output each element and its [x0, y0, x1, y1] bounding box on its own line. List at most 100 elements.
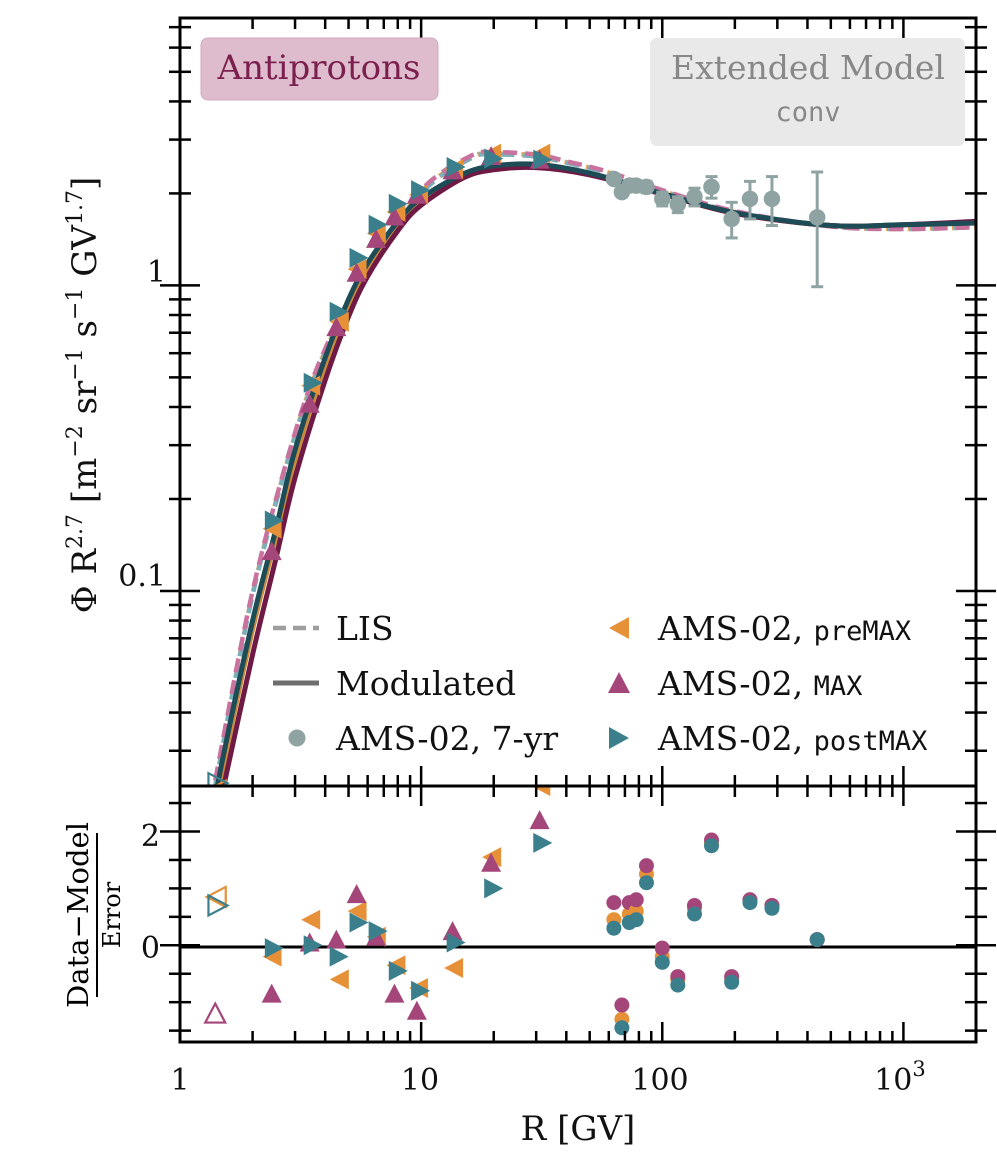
data-point-postmax — [207, 771, 230, 786]
data-point-7yr — [741, 190, 759, 208]
legend-postmax-marker — [609, 727, 629, 749]
legend-max-label: AMS-02, MAX — [657, 664, 862, 703]
residual-point-7yr-postmax — [686, 906, 702, 922]
residual-point-premax — [204, 885, 227, 909]
y-axis-title-bottom: Data−Model Error — [61, 822, 126, 1008]
top-panel-points — [205, 143, 826, 810]
x-tick-label-1: 1 — [170, 1063, 189, 1098]
legend-premax-label: AMS-02, preMAX — [657, 609, 911, 648]
data-point-postmax — [303, 372, 323, 393]
residual-point-postmax — [533, 832, 553, 853]
residual-point-7yr-postmax — [724, 974, 740, 990]
residual-point-7yr-max — [614, 997, 630, 1013]
data-point-max — [205, 791, 225, 810]
residual-point-7yr-max — [654, 940, 670, 956]
residual-point-7yr-postmax — [703, 838, 719, 854]
residual-point-postmax — [388, 960, 408, 981]
residual-point-7yr-max — [638, 858, 654, 874]
legend-7yr-label: AMS-02, 7-yr — [335, 719, 558, 758]
residual-point-premax — [329, 969, 349, 990]
model-badge-subtitle: conv — [775, 97, 840, 128]
residual-point-7yr-postmax — [670, 977, 686, 993]
residual-point-7yr-postmax — [628, 912, 644, 928]
x-tick-label-1000: 103 — [874, 1057, 926, 1098]
data-point-max — [261, 541, 282, 561]
residual-point-max — [529, 810, 550, 830]
bottom-panel-points — [203, 786, 825, 1036]
legend-modulated-label: Modulated — [336, 664, 516, 703]
data-point-7yr — [686, 188, 703, 206]
residual-point-max — [261, 983, 282, 1003]
y-tick-label-0.1: 0.1 — [118, 559, 166, 594]
data-point-max — [346, 262, 367, 282]
data-point-postmax — [484, 148, 504, 169]
species-badge-label: Antiprotons — [217, 48, 421, 88]
species-badge-box — [200, 37, 439, 101]
residual-point-7yr-postmax — [606, 920, 622, 936]
legend-postmax-label-text: AMS-02, — [657, 719, 814, 758]
data-point-postmax — [368, 214, 388, 235]
data-point-7yr — [638, 178, 655, 196]
residual-point-max — [406, 1000, 427, 1020]
legend-max-marker — [608, 672, 630, 693]
residual-point-postmax — [368, 921, 388, 942]
data-point-postmax — [388, 193, 408, 214]
svg-text:Φ R2.7 [m−2 sr−1 s−1 GV1.7]: Φ R2.7 [m−2 sr−1 s−1 GV1.7] — [63, 177, 105, 613]
residual-point-max — [481, 852, 502, 872]
legend-max-label-mono: MAX — [814, 671, 863, 702]
y-axis-title-top: Φ R2.7 [m−2 sr−1 s−1 GV1.7] — [63, 177, 105, 613]
residual-point-postmax — [264, 938, 284, 959]
residual-point-premax — [444, 958, 464, 979]
residual-denominator: Error — [98, 881, 126, 948]
residual-point-postmax — [207, 893, 230, 918]
data-point-7yr — [808, 209, 826, 226]
data-point-postmax — [349, 247, 369, 268]
x-axis-title: R [GV] — [521, 1109, 636, 1149]
model-badge: Extended Model conv — [650, 38, 965, 146]
y-tick-labels-top: 0.1 1 — [118, 255, 166, 594]
x-tick-label-100: 100 — [631, 1063, 688, 1098]
data-point-max — [384, 206, 405, 226]
legend: LIS Modulated AMS-02, 7-yr AMS-02, preMA… — [273, 609, 927, 758]
residual-point-7yr-max — [628, 892, 644, 908]
residual-point-max — [326, 929, 347, 949]
y-tick-labels-bottom: 0 2 — [141, 819, 160, 966]
data-point-max — [326, 317, 347, 337]
residual-point-7yr-postmax — [742, 895, 758, 911]
data-point-postmax — [329, 301, 349, 322]
residual-numerator: Data−Model — [61, 822, 95, 1008]
legend-postmax-label: AMS-02, postMAX — [657, 719, 927, 758]
legend-7yr-marker — [288, 729, 306, 747]
residual-point-max — [203, 1001, 228, 1024]
legend-premax-label-text: AMS-02, — [657, 609, 814, 648]
model-badge-title: Extended Model — [671, 48, 945, 87]
residual-point-7yr-postmax — [654, 954, 670, 970]
legend-lis-label: LIS — [336, 609, 394, 648]
data-point-7yr — [723, 210, 740, 228]
data-point-postmax — [533, 149, 553, 170]
data-point-max — [299, 393, 320, 413]
y-tick-label-2: 2 — [141, 819, 160, 854]
data-point-postmax — [411, 180, 431, 201]
residual-point-7yr-postmax — [764, 900, 780, 916]
y-tick-label-1: 1 — [147, 255, 166, 290]
data-point-7yr — [703, 178, 720, 196]
data-point-premax — [329, 311, 349, 332]
data-point-7yr — [605, 170, 623, 188]
data-point-7yr — [669, 196, 687, 213]
residual-point-7yr-postmax — [809, 932, 825, 948]
residual-point-7yr-postmax — [614, 1020, 630, 1036]
residual-point-7yr-max — [606, 895, 622, 911]
residual-point-postmax — [329, 946, 349, 967]
legend-premax-label-mono: preMAX — [814, 616, 912, 647]
legend-postmax-label-mono: postMAX — [814, 726, 928, 757]
y-tick-label-0: 0 — [141, 931, 160, 966]
legend-max-label-text: AMS-02, — [657, 664, 814, 703]
residual-point-postmax — [446, 932, 466, 953]
model-badge-box — [650, 38, 965, 146]
data-point-7yr — [763, 190, 781, 208]
residual-point-postmax — [484, 878, 504, 899]
residual-point-postmax — [411, 980, 431, 1001]
residual-point-premax — [347, 901, 367, 922]
